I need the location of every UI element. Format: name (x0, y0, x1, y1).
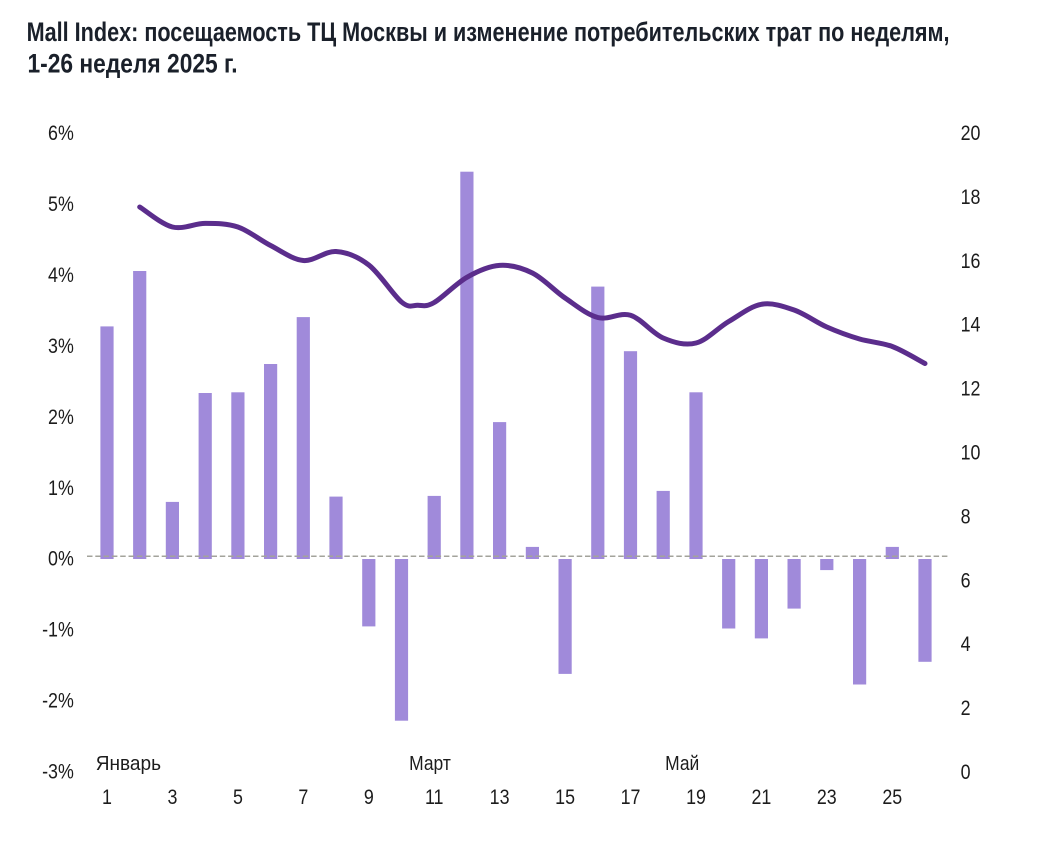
svg-text:2%: 2% (48, 405, 74, 429)
svg-text:21: 21 (751, 786, 771, 810)
svg-text:1%: 1% (48, 476, 74, 500)
svg-text:25: 25 (882, 786, 902, 810)
svg-text:2: 2 (961, 697, 971, 721)
svg-text:1: 1 (102, 786, 112, 810)
svg-text:12: 12 (961, 377, 981, 401)
svg-text:-3%: -3% (42, 760, 74, 784)
svg-text:18: 18 (961, 186, 981, 210)
svg-text:15: 15 (555, 786, 575, 810)
svg-text:6%: 6% (48, 122, 74, 146)
svg-text:23: 23 (817, 786, 837, 810)
svg-text:4: 4 (961, 633, 971, 657)
svg-text:9: 9 (364, 786, 374, 810)
svg-text:17: 17 (621, 786, 641, 810)
svg-text:1-26 неделя 2025 г.: 1-26 неделя 2025 г. (28, 49, 238, 79)
svg-text:20: 20 (961, 122, 981, 146)
svg-text:14: 14 (961, 313, 981, 337)
svg-text:-1%: -1% (42, 618, 74, 642)
svg-text:Май: Май (665, 753, 699, 776)
svg-text:4%: 4% (48, 264, 74, 288)
svg-text:10: 10 (961, 441, 981, 465)
svg-text:5: 5 (233, 786, 243, 810)
svg-text:11: 11 (425, 786, 444, 810)
svg-text:3: 3 (167, 786, 177, 810)
svg-text:19: 19 (686, 786, 706, 810)
svg-text:6: 6 (961, 569, 971, 593)
svg-text:0: 0 (961, 761, 971, 785)
svg-text:Mall Index: посещаемость ТЦ Мо: Mall Index: посещаемость ТЦ Москвы и изм… (27, 18, 950, 48)
svg-text:0%: 0% (48, 547, 74, 571)
svg-text:3%: 3% (48, 335, 74, 359)
svg-text:Март: Март (409, 753, 451, 776)
svg-text:8: 8 (961, 505, 971, 529)
svg-text:16: 16 (961, 250, 981, 274)
svg-text:-2%: -2% (42, 689, 74, 713)
svg-text:13: 13 (490, 786, 510, 810)
svg-text:7: 7 (298, 786, 308, 810)
svg-text:Январь: Январь (96, 752, 161, 775)
svg-text:5%: 5% (48, 193, 74, 217)
